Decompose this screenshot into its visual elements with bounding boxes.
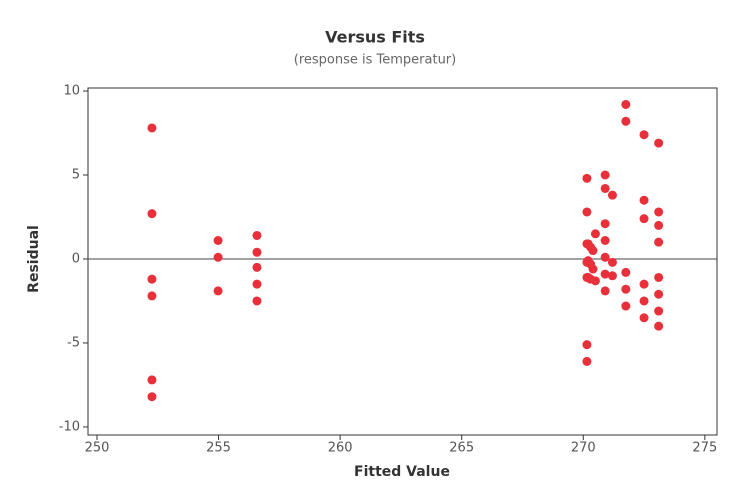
point [654,273,663,282]
point [147,291,156,300]
point [621,268,630,277]
y-tick-label: 0 [72,251,80,266]
point [654,290,663,299]
point [252,280,261,289]
point [147,392,156,401]
point [608,191,617,200]
point [601,219,610,228]
x-axis-label: Fitted Value [354,464,450,480]
point [601,236,610,245]
point [147,123,156,132]
point [582,357,591,366]
point [147,375,156,384]
x-tick-label: 265 [449,441,474,456]
point [582,340,591,349]
background [0,0,751,502]
x-tick-label: 275 [692,441,717,456]
x-tick-label: 260 [328,441,353,456]
point [588,246,597,255]
point [640,214,649,223]
point [601,286,610,295]
point [654,139,663,148]
x-tick-label: 250 [85,441,110,456]
point [640,296,649,305]
point [621,302,630,311]
point [591,229,600,238]
point [214,253,223,262]
point [654,207,663,216]
point [654,322,663,331]
y-axis-label: Residual [26,225,42,293]
point [252,263,261,272]
y-tick-label: 10 [63,84,80,99]
point [654,221,663,230]
point [601,184,610,193]
y-tick-label: -10 [59,419,80,434]
point [588,265,597,274]
y-tick-label: -5 [67,335,80,350]
point [640,280,649,289]
point [252,248,261,257]
point [591,276,600,285]
point [147,275,156,284]
point [252,231,261,240]
point [640,196,649,205]
point [582,174,591,183]
point [147,209,156,218]
x-tick-label: 255 [206,441,231,456]
y-tick-label: 5 [72,168,80,183]
point [601,253,610,262]
point [601,171,610,180]
point [214,286,223,295]
point [654,238,663,247]
point [608,258,617,267]
chart-subtitle: (response is Temperatur) [294,53,456,68]
point [582,207,591,216]
point [252,296,261,305]
point [621,117,630,126]
point [214,236,223,245]
chart-title: Versus Fits [325,28,425,47]
point [640,313,649,322]
point [640,130,649,139]
point [654,307,663,316]
point [621,100,630,109]
point [621,285,630,294]
x-tick-label: 270 [571,441,596,456]
chart: Versus Fits (response is Temperatur) Fit… [0,0,751,502]
point [608,271,617,280]
